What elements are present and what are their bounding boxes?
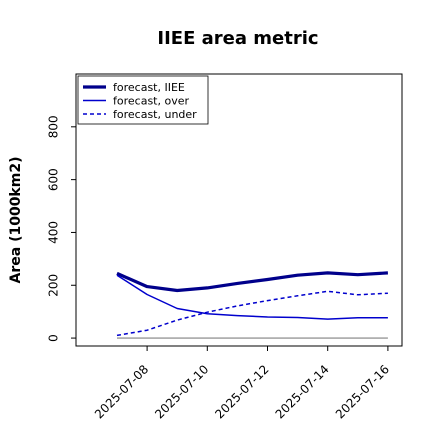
y-tick-label: 200 (47, 274, 61, 297)
y-tick-label: 600 (47, 168, 61, 191)
x-tick-label: 2025-07-16 (333, 362, 392, 421)
series-line (116, 271, 388, 293)
y-tick-label: 400 (47, 221, 61, 244)
x-tick-label: 2025-07-14 (273, 362, 332, 421)
x-tick-label: 2025-07-10 (152, 362, 211, 421)
series-line (116, 274, 388, 320)
series-line (116, 290, 388, 337)
legend-label: forecast, IIEE (113, 81, 185, 94)
y-axis-label: Area (1000km2) (8, 157, 24, 284)
legend-label: forecast, under (113, 108, 197, 121)
chart-title: IIEE area metric (157, 28, 318, 49)
x-tick-label: 2025-07-12 (212, 362, 271, 421)
plot-frame (75, 73, 403, 347)
y-tick-label: 800 (47, 115, 61, 138)
legend-label: forecast, over (113, 95, 189, 108)
y-tick-label: 0 (47, 334, 61, 342)
x-tick-label: 2025-07-08 (92, 362, 151, 421)
